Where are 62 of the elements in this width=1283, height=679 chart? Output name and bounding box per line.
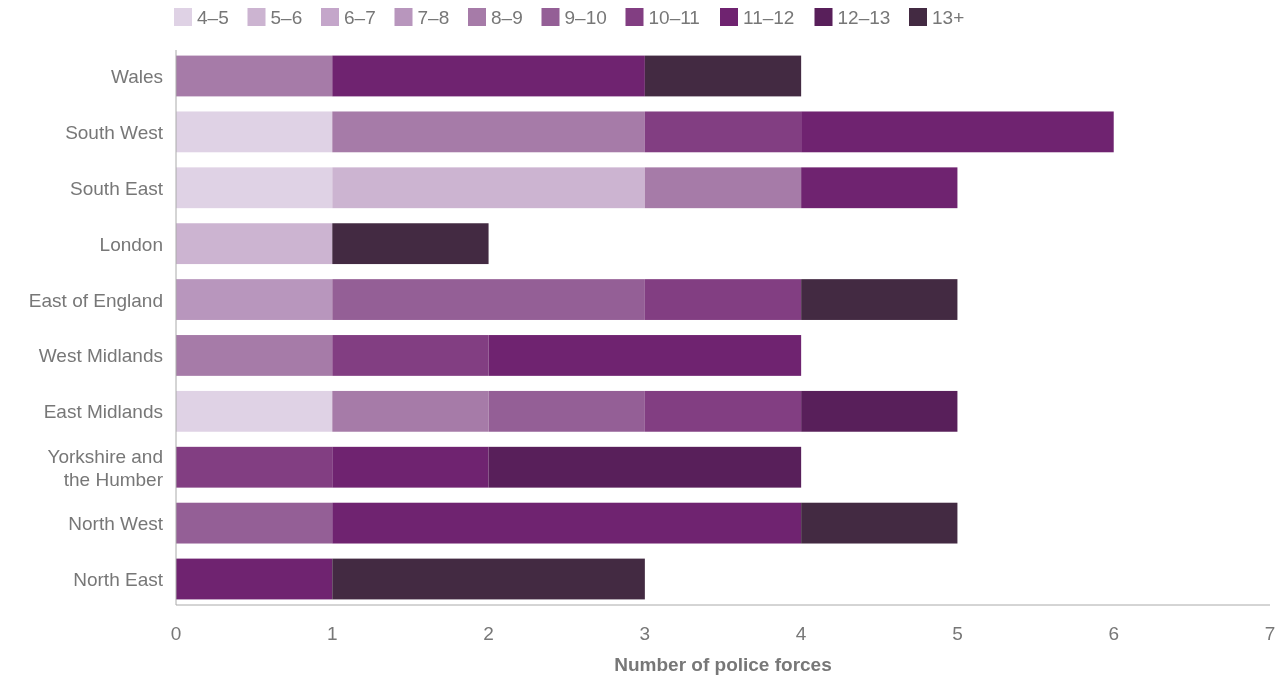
- bar: [488, 390, 645, 432]
- bar: [176, 111, 333, 153]
- y-tick-label: London: [99, 233, 163, 255]
- x-tick-label: 2: [483, 623, 494, 644]
- bar: [801, 167, 958, 209]
- y-tick-label: Yorkshire and the Humber: [47, 445, 164, 490]
- bar: [332, 111, 645, 153]
- bar: [332, 279, 645, 320]
- y-tick-label: West Midlands: [38, 345, 163, 367]
- x-tick-label: 1: [327, 623, 338, 644]
- x-tick-label: 3: [639, 623, 651, 644]
- x-tick-label: 0: [170, 623, 182, 644]
- bar: [332, 167, 645, 209]
- y-tick-label: North East: [73, 569, 164, 591]
- legend-label: 6–7: [344, 7, 376, 28]
- x-tick-label: 6: [1108, 623, 1119, 644]
- bar: [176, 558, 333, 600]
- bar: [488, 335, 802, 376]
- bar: [176, 55, 333, 97]
- bar: [176, 223, 333, 265]
- bar: [801, 279, 958, 320]
- y-tick-label: East of England: [28, 289, 163, 311]
- legend-label: 5–6: [270, 7, 303, 28]
- bar: [176, 167, 333, 209]
- bar: [176, 502, 333, 544]
- bar: [332, 335, 489, 376]
- y-tick-label: East Midlands: [43, 401, 163, 423]
- x-tick-label: 7: [1264, 623, 1276, 644]
- y-tick-label: Wales: [110, 65, 163, 87]
- bar: [644, 390, 802, 432]
- legend-label: 9–10: [564, 7, 607, 28]
- bar: [332, 55, 645, 97]
- bar: [801, 390, 958, 432]
- legend-label: 12–13: [837, 7, 891, 28]
- bar: [644, 167, 802, 209]
- y-tick-label: South West: [65, 121, 164, 143]
- x-axis-title: Number of police forces: [614, 654, 832, 675]
- y-tick-label: North West: [68, 513, 164, 535]
- bar: [644, 111, 802, 153]
- bar: [801, 111, 1114, 153]
- bar: [488, 446, 802, 488]
- x-tick-label: 4: [795, 623, 807, 644]
- bar: [332, 390, 489, 432]
- legend-label: 4–5: [197, 7, 229, 28]
- bar: [332, 558, 645, 600]
- bar: [332, 502, 802, 544]
- bar: [176, 446, 333, 488]
- legend-label: 8–9: [491, 7, 523, 28]
- bar: [332, 446, 489, 488]
- bar: [176, 335, 333, 376]
- bar: [801, 502, 958, 544]
- bar: [176, 279, 333, 320]
- legend-label: 10–11: [648, 7, 700, 28]
- x-tick-label: 5: [952, 623, 963, 644]
- legend-label: 11–12: [743, 7, 795, 28]
- bar: [176, 390, 333, 432]
- bar: [644, 55, 802, 97]
- y-tick-label: South East: [70, 177, 164, 199]
- bar: [644, 279, 802, 320]
- bar: [332, 223, 489, 265]
- legend-label: 7–8: [417, 7, 450, 28]
- legend-label: 13+: [932, 7, 965, 28]
